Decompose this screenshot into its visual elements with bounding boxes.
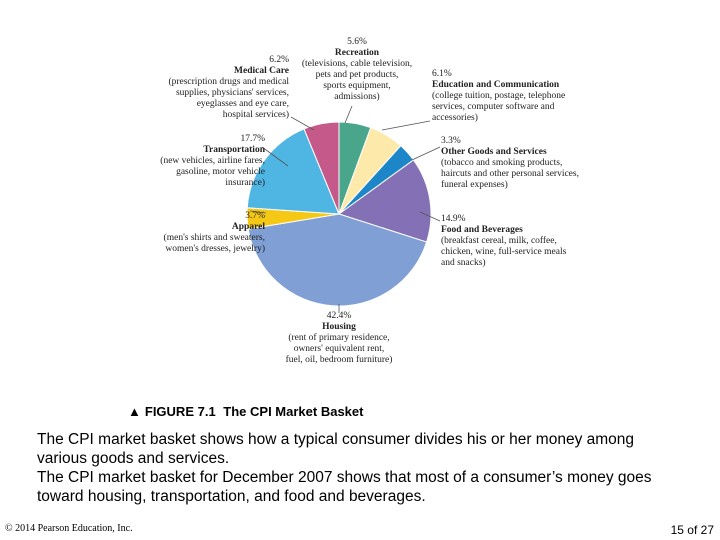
slice-description: (new vehicles, airline fares, [160, 155, 265, 166]
slice-description: funeral expenses) [441, 179, 508, 190]
slice-description: gasoline, motor vehicle [176, 167, 265, 177]
slice-category: Medical Care [234, 66, 289, 76]
slice-category: Other Goods and Services [441, 147, 547, 157]
slice-description: fuel, oil, bedroom furniture) [286, 354, 393, 365]
leader-line [411, 146, 441, 161]
caption-title: The CPI Market Basket [223, 404, 364, 419]
slice-description: supplies, physicians' services, [176, 88, 289, 98]
slice-description: accessories) [432, 112, 478, 123]
slice-category: Food and Beverages [441, 225, 523, 235]
slice-description: (college tuition, postage, telephone [432, 90, 565, 101]
slice-description: sports equipment, [323, 81, 391, 91]
slice-description: hospital services) [223, 109, 289, 120]
page-number: 15 of 27 [670, 523, 714, 537]
slice-category: Apparel [232, 222, 265, 232]
slice-percent: 6.2% [269, 55, 289, 65]
slice-description: admissions) [334, 91, 379, 102]
slice-category: Recreation [335, 48, 380, 58]
paragraph: The CPI market basket shows how a typica… [37, 431, 635, 467]
slice-category: Education and Communication [432, 80, 560, 90]
slice-description: and snacks) [441, 257, 486, 268]
slice-description: (breakfast cereal, milk, coffee, [441, 235, 557, 246]
pie-slice [246, 128, 340, 215]
slice-description: eyeglasses and eye care, [197, 99, 289, 109]
slice-description: (televisions, cable television, [302, 58, 412, 69]
slice-description: pets and pet products, [316, 70, 399, 80]
slice-description: owners' equivalent rent, [294, 344, 385, 354]
slice-category: Housing [322, 322, 356, 332]
leader-line [290, 116, 315, 131]
copyright: © 2014 Pearson Education, Inc. [5, 523, 133, 534]
leader-line [381, 120, 431, 131]
pie-slice [337, 159, 432, 243]
slice-description: (prescription drugs and medical [168, 76, 289, 87]
slice-description: insurance) [225, 177, 265, 188]
slice-description: women's dresses, jewelry) [165, 243, 265, 254]
pie-slice [303, 121, 340, 215]
caption-marker: ▲ [128, 404, 141, 419]
slice-percent: 3.7% [245, 211, 265, 221]
caption-label: FIGURE 7.1 [144, 404, 216, 419]
slice-description: (rent of primary residence, [288, 332, 389, 343]
leader-line [249, 210, 267, 214]
body-text: The CPI market basket shows how a typica… [37, 430, 687, 506]
chart: 5.6%Recreation(televisions, cable televi… [160, 37, 579, 365]
leader-line [344, 105, 353, 124]
slice-description: (tobacco and smoking products, [441, 157, 562, 168]
slice-percent: 42.4% [327, 311, 352, 321]
slice-category: Transportation [203, 145, 265, 155]
slice-description: chicken, wine, full-service meals [441, 246, 567, 257]
slice-percent: 6.1% [432, 69, 452, 79]
slice-description: haircuts and other personal services, [441, 169, 579, 179]
leader-line [261, 146, 289, 167]
slice-percent: 3.3% [441, 136, 461, 146]
leader-line [419, 211, 441, 222]
slice-description: (men's shirts and sweaters, [164, 232, 265, 243]
slice-percent: 14.9% [441, 214, 466, 224]
slice-percent: 17.7% [240, 134, 265, 144]
paragraph: The CPI market basket for December 2007 … [37, 469, 652, 505]
slice-percent: 5.6% [347, 37, 367, 47]
figure-caption: ▲ FIGURE 7.1 The CPI Market Basket [128, 404, 367, 419]
pie-slice [247, 213, 428, 307]
slice-description: services, computer software and [432, 101, 555, 112]
